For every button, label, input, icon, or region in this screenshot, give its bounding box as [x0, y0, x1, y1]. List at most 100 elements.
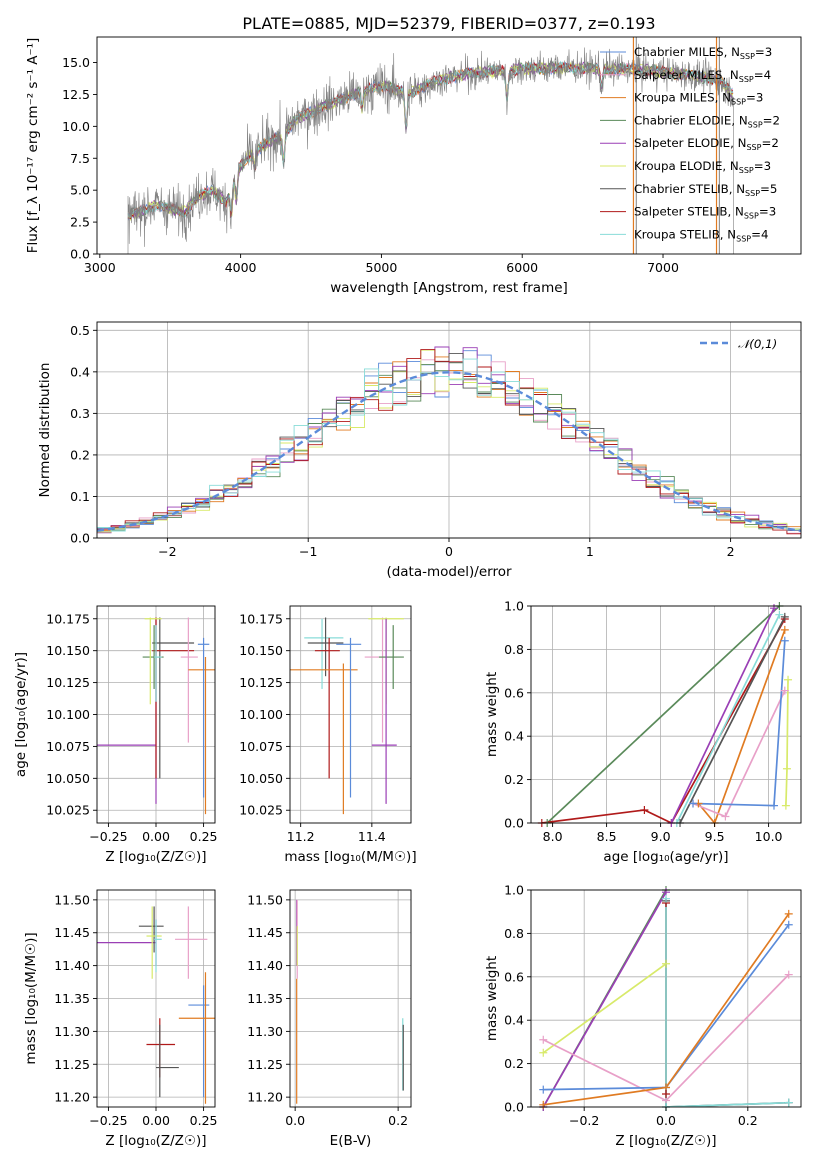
y-tick-label: 10.025 — [46, 803, 90, 818]
series-marker — [770, 604, 778, 613]
axes-residuals: 𝒩(0,1) −2 −1 0 1 2 0.0 0.1 0.2 0.3 0.4 0.5 (data-mod… — [37, 321, 802, 580]
series-line-kroupa-miles — [697, 629, 786, 823]
y-tick-label: 0.4 — [70, 364, 90, 379]
legend-label-text: Chabrier MILES, N — [634, 45, 740, 59]
series-marker — [775, 610, 784, 619]
legend-label-text: Chabrier STELIB, N — [634, 182, 745, 196]
x-tick-label: 0.25 — [190, 829, 218, 844]
legend-label-suffix: =3 — [755, 45, 772, 59]
series-marker — [784, 920, 793, 929]
x-tick-label: 0.00 — [142, 1113, 170, 1128]
y-tick-label: 10.150 — [239, 643, 283, 658]
legend-label-sub: SSP — [748, 120, 763, 129]
x-axis-label: E(B-V) — [330, 1133, 372, 1149]
x-tick-label: 1 — [586, 544, 594, 559]
histogram-kroupa-stelib — [97, 358, 801, 532]
x-tick-label: 0.00 — [142, 829, 170, 844]
series-line-kroupa-stelib — [676, 614, 781, 823]
series-line-salpeter-elodie — [542, 891, 667, 1107]
legend-label-text: Salpeter STELIB, N — [634, 205, 744, 219]
x-tick-label: 11.4 — [358, 829, 386, 844]
legend-label: Chabrier STELIB, NSSP=5 — [634, 182, 777, 198]
x-tick-label: 11.2 — [287, 829, 315, 844]
x-tick-label: −0.25 — [89, 1113, 127, 1128]
legend-label-sub: SSP — [744, 212, 759, 221]
series-line-chabrier-elodie — [546, 606, 780, 823]
y-tick-label: 11.40 — [247, 958, 283, 973]
y-tick-label: 0.2 — [504, 772, 524, 787]
series-line-kroupa-elodie — [785, 679, 789, 806]
legend-label: Salpeter ELODIE, NSSP=2 — [634, 136, 779, 152]
legend-label: Kroupa ELODIE, NSSP=3 — [634, 159, 771, 175]
x-tick-label: −0.25 — [89, 829, 127, 844]
x-tick-label: 10.0 — [755, 829, 783, 844]
series-marker — [640, 805, 649, 814]
y-tick-label: 0.4 — [504, 729, 524, 744]
y-axis-label: age [log₁₀(age/yr)] — [13, 652, 29, 777]
x-tick-label: 8.0 — [543, 829, 563, 844]
y-tick-label: 0.6 — [504, 685, 524, 700]
y-tick-label: 11.25 — [247, 1057, 283, 1072]
legend-label-suffix: =2 — [761, 136, 778, 150]
legend-label-suffix: =3 — [759, 205, 776, 219]
y-tick-label: 0.2 — [70, 447, 90, 462]
legend-label-sub: SSP — [731, 98, 746, 107]
plot-area-residuals — [97, 346, 801, 535]
y-axis-label: mass [log₁₀(M/M☉)] — [23, 932, 39, 1064]
y-tick-label: 10.175 — [46, 611, 90, 626]
plot-area-mass_vs_Z — [97, 906, 215, 1104]
legend-label-suffix: =4 — [754, 68, 771, 82]
series-marker — [770, 801, 778, 810]
y-tick-label: 0.8 — [504, 926, 524, 941]
series-marker — [539, 1048, 548, 1057]
x-axis-label: Z [log₁₀(Z/Z☉)] — [105, 849, 206, 865]
x-tick-label: 2 — [727, 544, 735, 559]
legend-label-sub: SSP — [745, 189, 760, 198]
x-axis-label: wavelength [Angstrom, rest frame] — [330, 280, 568, 296]
axes-age_vs_Z: −0.25 0.00 0.25 10.025 10.050 10.075 10.100 10.… — [13, 605, 218, 865]
series-marker — [781, 801, 790, 810]
legend-label-sub: SSP — [746, 143, 761, 152]
y-tick-label: 12.5 — [62, 87, 90, 102]
chart-title: PLATE=0885, MJD=52379, FIBERID=0377, z=0… — [242, 14, 655, 33]
y-axis-label: Flux [f_λ 10⁻¹⁷ erg cm⁻² s⁻¹ A⁻¹] — [25, 38, 41, 254]
plot-area-weight_vs_Z — [542, 890, 790, 1107]
y-axis-label: Normed distribution — [37, 363, 53, 498]
y-tick-label: 0.4 — [504, 1013, 524, 1028]
series-marker — [662, 894, 670, 903]
y-tick-label: 0.3 — [70, 406, 90, 421]
y-tick-label: 2.5 — [70, 215, 90, 230]
legend-label-text: Kroupa STELIB, N — [634, 227, 736, 241]
y-tick-label: 1.0 — [504, 883, 524, 898]
axes-mass_vs_ebv: 0.0 0.2 11.20 11.25 11.30 11.35 11.40 11.45 11.5… — [247, 889, 412, 1149]
y-tick-label: 0.0 — [70, 247, 90, 262]
y-tick-label: 10.075 — [46, 739, 90, 754]
legend-label-text: Kroupa MILES, N — [634, 91, 731, 105]
legend-label-text: Chabrier ELODIE, N — [634, 113, 748, 127]
series-line-salpeter-stelib — [541, 618, 786, 823]
series-marker — [539, 1100, 548, 1109]
plot-area-mass_vs_ebv — [296, 899, 404, 1104]
series-line-chabrier-stelib — [679, 616, 786, 823]
legend-label-text: Salpeter ELODIE, N — [634, 136, 746, 150]
legend-label-sub: SSP — [740, 52, 755, 61]
series-marker — [721, 812, 730, 821]
legend-label-sub: SSP — [739, 75, 754, 84]
series-marker — [780, 636, 789, 645]
legend-label-suffix: =2 — [763, 113, 780, 127]
series-line-salpeter-miles — [692, 690, 786, 818]
y-axis-label: mass weight — [484, 672, 500, 757]
series-marker — [780, 686, 789, 695]
series-marker — [780, 625, 789, 634]
y-tick-label: 0.2 — [504, 1056, 524, 1071]
legend-label: Salpeter MILES, NSSP=4 — [634, 68, 771, 84]
plot-area-age_vs_mass — [290, 617, 404, 815]
series-line-kroupa-stelib — [665, 898, 789, 1107]
series-marker — [784, 675, 793, 684]
series-line-kroupa-elodie — [542, 963, 667, 1054]
legend-label: 𝒩(0,1) — [738, 337, 777, 351]
legend-label-suffix: =3 — [754, 159, 771, 173]
axes-age_vs_mass: 11.2 11.4 10.025 10.050 10.075 10.100 10.125 10… — [239, 605, 417, 865]
series-marker — [784, 1098, 793, 1107]
